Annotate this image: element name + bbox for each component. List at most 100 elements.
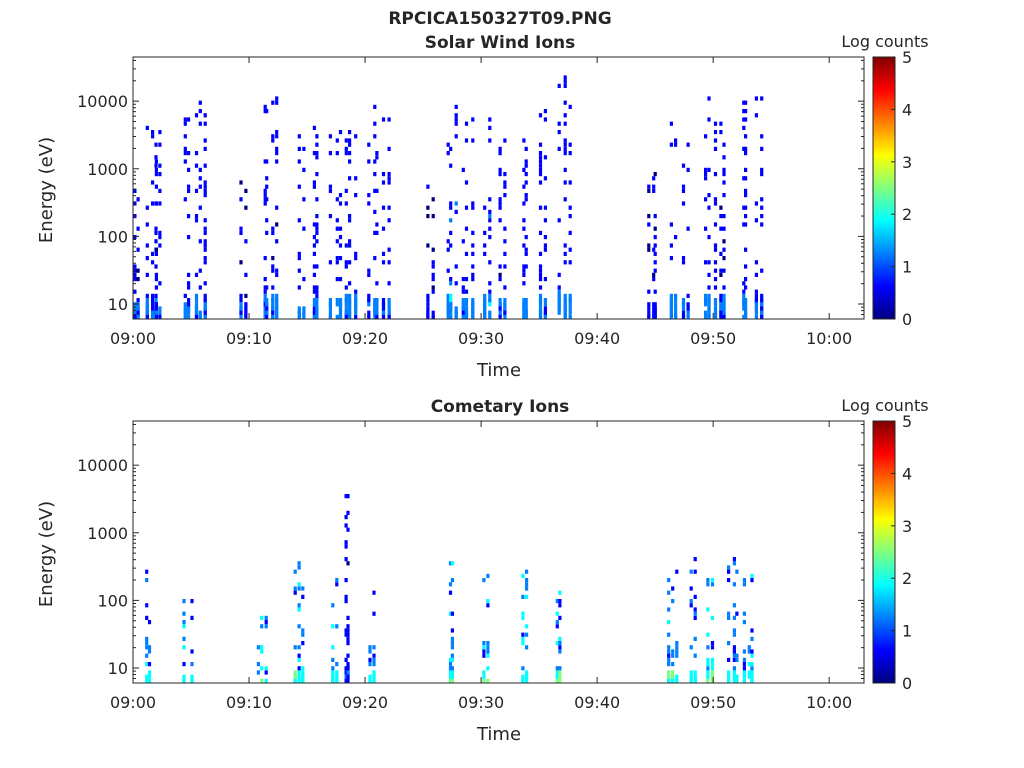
- heatmap-cell: [338, 256, 343, 261]
- heatmap-cell: [722, 239, 726, 244]
- heatmap-cell: [426, 214, 430, 219]
- heatmap-cell: [381, 298, 386, 307]
- heatmap-cell: [368, 657, 372, 662]
- heatmap-cell: [263, 104, 267, 109]
- heatmap-cell: [471, 243, 475, 248]
- heatmap-cell: [681, 256, 686, 261]
- heatmap-cell: [387, 205, 391, 210]
- heatmap-cell: [558, 615, 562, 620]
- heatmap-cell: [145, 578, 149, 583]
- heatmap-cell: [331, 624, 335, 629]
- heatmap-cell: [750, 662, 754, 667]
- heatmap-cell: [538, 205, 543, 210]
- heatmap-cell: [742, 666, 746, 671]
- heatmap-cell: [742, 611, 746, 616]
- heatmap-cell: [461, 289, 465, 294]
- heatmap-cell: [543, 155, 547, 160]
- heatmap-cell: [187, 188, 191, 193]
- heatmap-cell: [707, 293, 711, 303]
- heatmap-cell: [182, 674, 186, 683]
- heatmap-cell: [348, 130, 352, 135]
- heatmap-cell: [275, 100, 279, 105]
- heatmap-cell: [727, 569, 731, 574]
- heatmap-cell: [372, 645, 376, 650]
- heatmap-cell: [732, 657, 736, 662]
- heatmap-cell: [652, 247, 656, 252]
- heatmap-cell: [344, 285, 348, 290]
- heatmap-cell: [297, 306, 301, 315]
- heatmap-cell: [450, 657, 454, 662]
- heatmap-cell: [244, 188, 248, 193]
- heatmap-cell: [275, 268, 279, 273]
- heatmap-cell: [693, 594, 697, 599]
- heatmap-cell: [346, 632, 350, 637]
- heatmap-cell: [449, 281, 453, 286]
- x-axis: 09:00 09:10 09:20 09:30 09:40 09:50 10:00: [110, 57, 852, 348]
- heatmap-cell: [719, 298, 723, 307]
- heatmap-cell: [689, 603, 693, 608]
- heatmap-cell: [145, 645, 149, 650]
- heatmap-cell: [145, 603, 149, 608]
- heatmap-cell: [744, 214, 748, 219]
- heatmap-cell: [145, 222, 149, 227]
- heatmap-cell: [426, 184, 430, 189]
- heatmap-cell: [348, 243, 352, 248]
- heatmap-cell: [675, 645, 679, 650]
- heatmap-cell: [483, 293, 487, 303]
- heatmap-cell: [732, 632, 736, 637]
- heatmap-cell: [454, 117, 458, 122]
- heatmap-cell: [713, 247, 718, 252]
- heatmap-cell: [483, 298, 487, 307]
- heatmap-cell: [707, 272, 711, 277]
- heatmap-cell: [563, 251, 567, 256]
- y-tick-label: 100: [97, 591, 128, 610]
- x-tick-label: 09:30: [458, 693, 504, 712]
- heatmap-cell: [754, 201, 758, 206]
- heatmap-cell: [521, 573, 525, 578]
- heatmap-cell: [538, 268, 543, 273]
- heatmap-cell: [244, 272, 248, 277]
- heatmap-cell: [486, 649, 490, 654]
- heatmap-cell: [747, 670, 751, 679]
- heatmap-cell: [187, 272, 191, 277]
- colorbar: [872, 420, 896, 684]
- heatmap-cell: [488, 310, 492, 319]
- heatmap-cell: [671, 599, 675, 604]
- heatmap-cell: [158, 306, 162, 315]
- heatmap-cell: [693, 607, 697, 612]
- heatmap-cell: [543, 306, 547, 315]
- heatmap-cell: [328, 188, 332, 193]
- heatmap-cell: [154, 272, 158, 277]
- heatmap-cell: [543, 247, 547, 252]
- heatmap-cell: [375, 155, 379, 160]
- heatmap-cell: [713, 298, 718, 307]
- panel-title: Cometary Ions: [431, 397, 570, 417]
- heatmap-cell: [671, 662, 675, 667]
- heatmap-cell: [297, 218, 301, 223]
- heatmap-cell: [315, 197, 319, 202]
- heatmap-cell: [707, 193, 711, 198]
- heatmap-cell: [315, 239, 319, 244]
- heatmap-cell: [448, 590, 453, 595]
- colorbar-label: Log counts: [841, 396, 928, 415]
- heatmap-cell: [328, 298, 332, 307]
- heatmap-cell: [742, 298, 746, 307]
- heatmap-cell: [136, 298, 140, 303]
- heatmap-cell: [154, 201, 158, 206]
- heatmap-cell: [264, 666, 268, 671]
- heatmap-cell: [190, 599, 194, 604]
- heatmap-cell: [354, 302, 358, 311]
- heatmap-cell: [187, 117, 191, 122]
- heatmap-cell: [198, 184, 202, 189]
- heatmap-cell: [372, 611, 376, 616]
- heatmap-cell: [454, 104, 458, 109]
- heatmap-cell: [302, 226, 306, 231]
- heatmap-cell: [669, 302, 673, 311]
- x-tick-label: 09:00: [110, 693, 156, 712]
- heatmap-cell: [742, 109, 746, 114]
- heatmap-cell: [524, 251, 528, 256]
- heatmap-cell: [486, 645, 490, 650]
- heatmap-cell: [431, 197, 435, 202]
- heatmap-cell: [203, 230, 207, 235]
- heatmap-cell: [448, 657, 453, 662]
